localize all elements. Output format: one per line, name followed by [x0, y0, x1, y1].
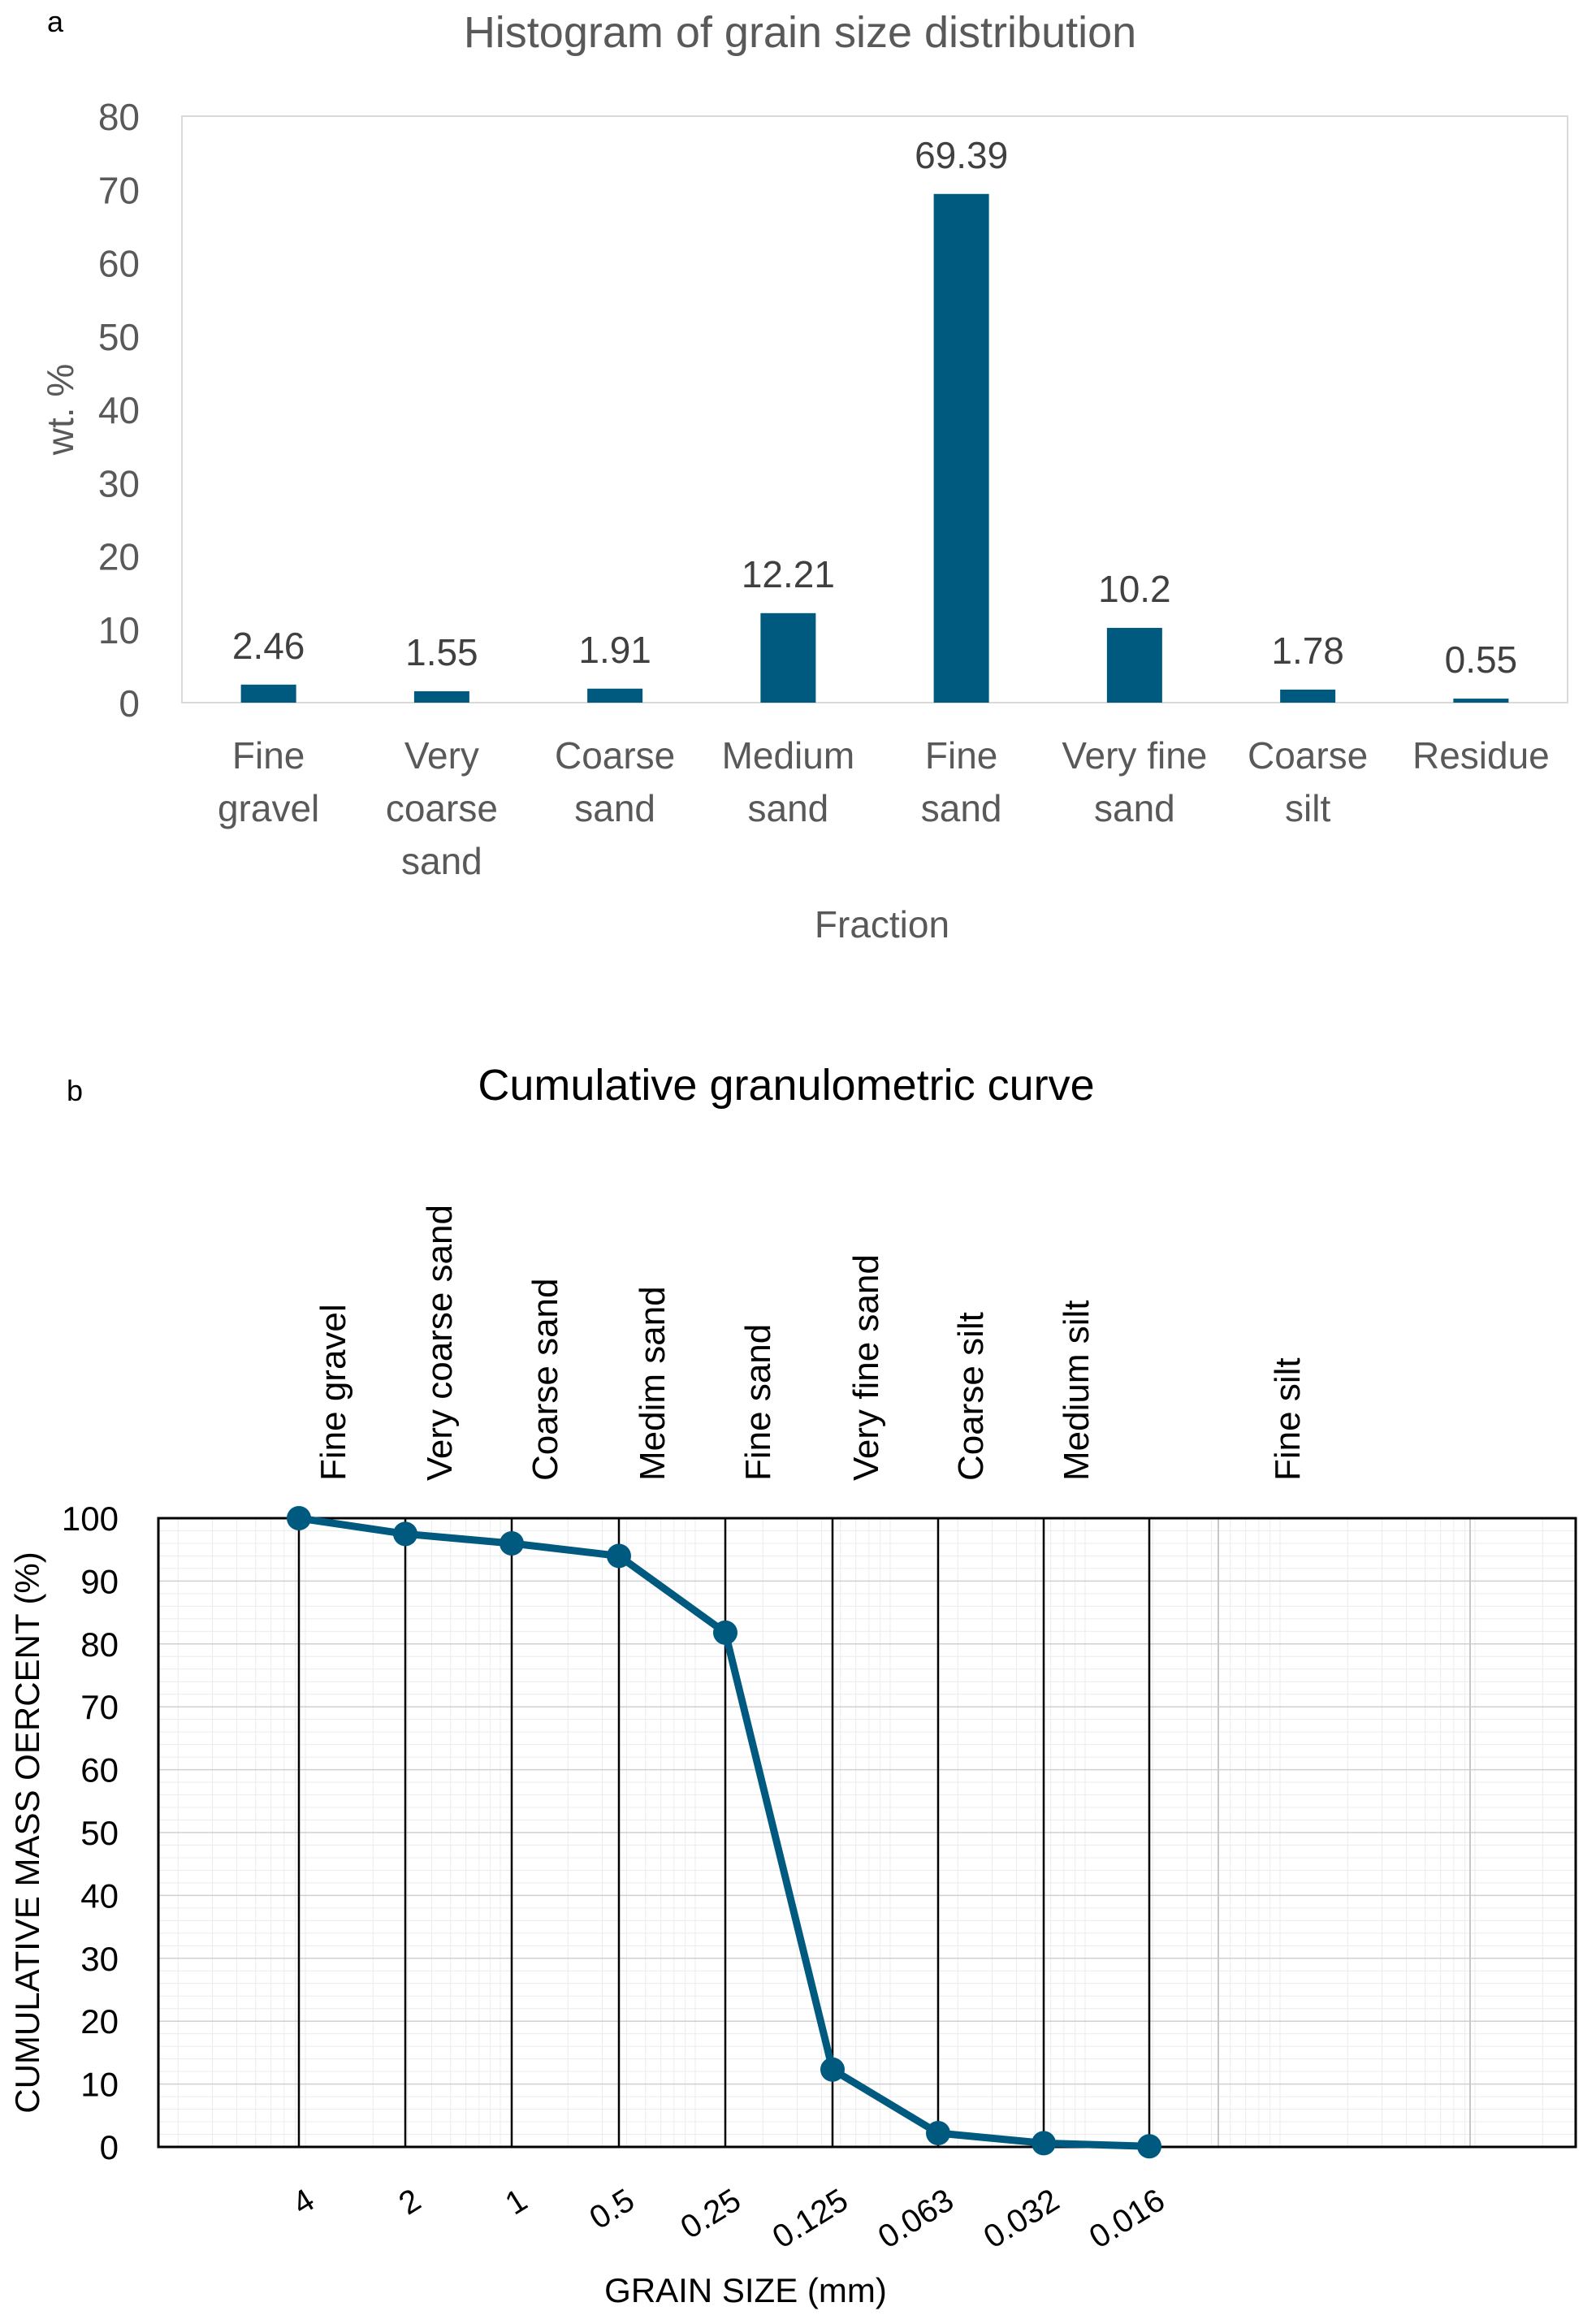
data-point: [713, 1620, 737, 1645]
y-tick-label: 50: [80, 1814, 119, 1852]
y-tick-label: 60: [80, 1751, 119, 1790]
x-tick-label: Fine: [925, 734, 997, 777]
class-label: Coarse silt: [951, 1312, 991, 1481]
y-tick-label: 50: [98, 316, 140, 358]
bar: [1106, 627, 1162, 703]
y-tick-label: 20: [98, 536, 140, 578]
data-label: 1.91: [578, 629, 651, 671]
bar: [933, 193, 989, 703]
x-tick-label: Very fine: [1062, 734, 1207, 777]
data-label: 1.78: [1271, 630, 1344, 672]
y-axis-label: wt. %: [39, 364, 81, 456]
class-label: Medim sand: [633, 1286, 673, 1481]
x-tick-label: sand: [401, 840, 482, 882]
x-tick-label: Coarse: [1248, 734, 1368, 777]
data-point: [287, 1506, 311, 1530]
chart-title: Cumulative granulometric curve: [478, 1061, 1094, 1110]
y-tick-label: 90: [80, 1562, 119, 1600]
class-label: Fine silt: [1268, 1357, 1308, 1481]
y-tick-label: 70: [80, 1688, 119, 1726]
bar: [413, 691, 469, 703]
x-axis-label: Fraction: [815, 903, 949, 946]
histogram-panel: a Histogram of grain size distribution 0 1…: [0, 0, 1596, 999]
bar: [760, 612, 816, 703]
data-point: [926, 2120, 950, 2145]
x-tick-label: gravel: [218, 787, 319, 829]
x-tick-label: sand: [1094, 787, 1175, 829]
x-tick-label: sand: [574, 787, 655, 829]
panel-label: b: [67, 1074, 84, 1107]
cumulative-curve-panel: b Cumulative granulometric curve Fine gra…: [0, 1048, 1596, 2324]
chart-title: Histogram of grain size distribution: [464, 8, 1136, 57]
class-label: Coarse sand: [526, 1279, 565, 1481]
histogram-chart: Histogram of grain size distribution 0 10 2…: [39, 8, 1568, 946]
y-tick-label: 0: [119, 682, 140, 725]
x-tick-label: sand: [921, 787, 1002, 829]
data-label: 0.55: [1445, 638, 1518, 681]
x-tick-label: silt: [1285, 787, 1330, 829]
x-tick-label: 2: [393, 2182, 427, 2222]
x-tick-label: 0.016: [1083, 2182, 1171, 2255]
data-point: [820, 2057, 845, 2082]
bar: [587, 688, 643, 703]
class-label: Very fine sand: [846, 1254, 886, 1481]
class-label: Fine gravel: [314, 1304, 353, 1481]
x-tick-label: 0.5: [583, 2182, 640, 2236]
data-point: [500, 1530, 524, 1556]
class-label: Fine sand: [738, 1324, 778, 1481]
x-tick-label: 0.032: [978, 2182, 1066, 2255]
data-label: 12.21: [742, 553, 835, 595]
y-tick-label: 40: [80, 1876, 119, 1915]
x-axis-label: GRAIN SIZE (mm): [604, 2271, 887, 2309]
y-tick-label: 10: [98, 609, 140, 651]
y-tick-label: 100: [62, 1500, 119, 1538]
x-tick-label: Residue: [1412, 734, 1550, 777]
plot-area: [181, 115, 1568, 703]
cumulative-curve-chart: Cumulative granulometric curve Fine grave…: [8, 1061, 1577, 2309]
y-tick-label: 80: [98, 96, 140, 138]
class-label: Very coarse sand: [420, 1205, 460, 1481]
x-tick-label: 0.25: [674, 2182, 746, 2246]
bar: [1280, 689, 1336, 703]
data-point: [1137, 2134, 1161, 2159]
bar: [1453, 699, 1509, 703]
x-tick-label: coarse: [386, 787, 498, 829]
plot-area: [157, 1517, 1577, 2149]
x-tick-label: Medium: [722, 734, 855, 777]
x-tick-label: Very: [404, 734, 479, 777]
x-tick-label: 1: [500, 2182, 534, 2222]
data-point: [393, 1521, 417, 1547]
x-tick-label: sand: [748, 787, 829, 829]
y-tick-label: 70: [98, 169, 140, 211]
x-tick-label: 0.063: [872, 2182, 960, 2255]
bar: [240, 684, 296, 703]
x-tick-label: 0.125: [767, 2182, 854, 2255]
data-point: [1032, 2131, 1056, 2156]
y-tick-label: 10: [80, 2066, 119, 2104]
data-label: 2.46: [232, 625, 305, 667]
x-tick-label: Fine: [232, 734, 305, 777]
y-tick-label: 30: [80, 1940, 119, 1978]
data-point: [607, 1543, 631, 1569]
y-tick-label: 0: [100, 2128, 119, 2166]
x-tick-label: 4: [287, 2182, 321, 2222]
y-tick-label: 60: [98, 243, 140, 285]
data-label: 10.2: [1098, 568, 1171, 610]
y-tick-label: 40: [98, 389, 140, 431]
y-tick-label: 30: [98, 462, 140, 504]
panel-label: a: [47, 5, 64, 38]
data-label: 1.55: [405, 631, 478, 673]
y-tick-label: 20: [80, 2002, 119, 2041]
y-tick-label: 80: [80, 1625, 119, 1664]
x-tick-label: Coarse: [555, 734, 675, 777]
y-axis-label: CUMULATIVE MASS OERCENT (%): [8, 1551, 46, 2114]
data-label: 69.39: [915, 134, 1008, 176]
class-label: Medium silt: [1057, 1300, 1096, 1482]
